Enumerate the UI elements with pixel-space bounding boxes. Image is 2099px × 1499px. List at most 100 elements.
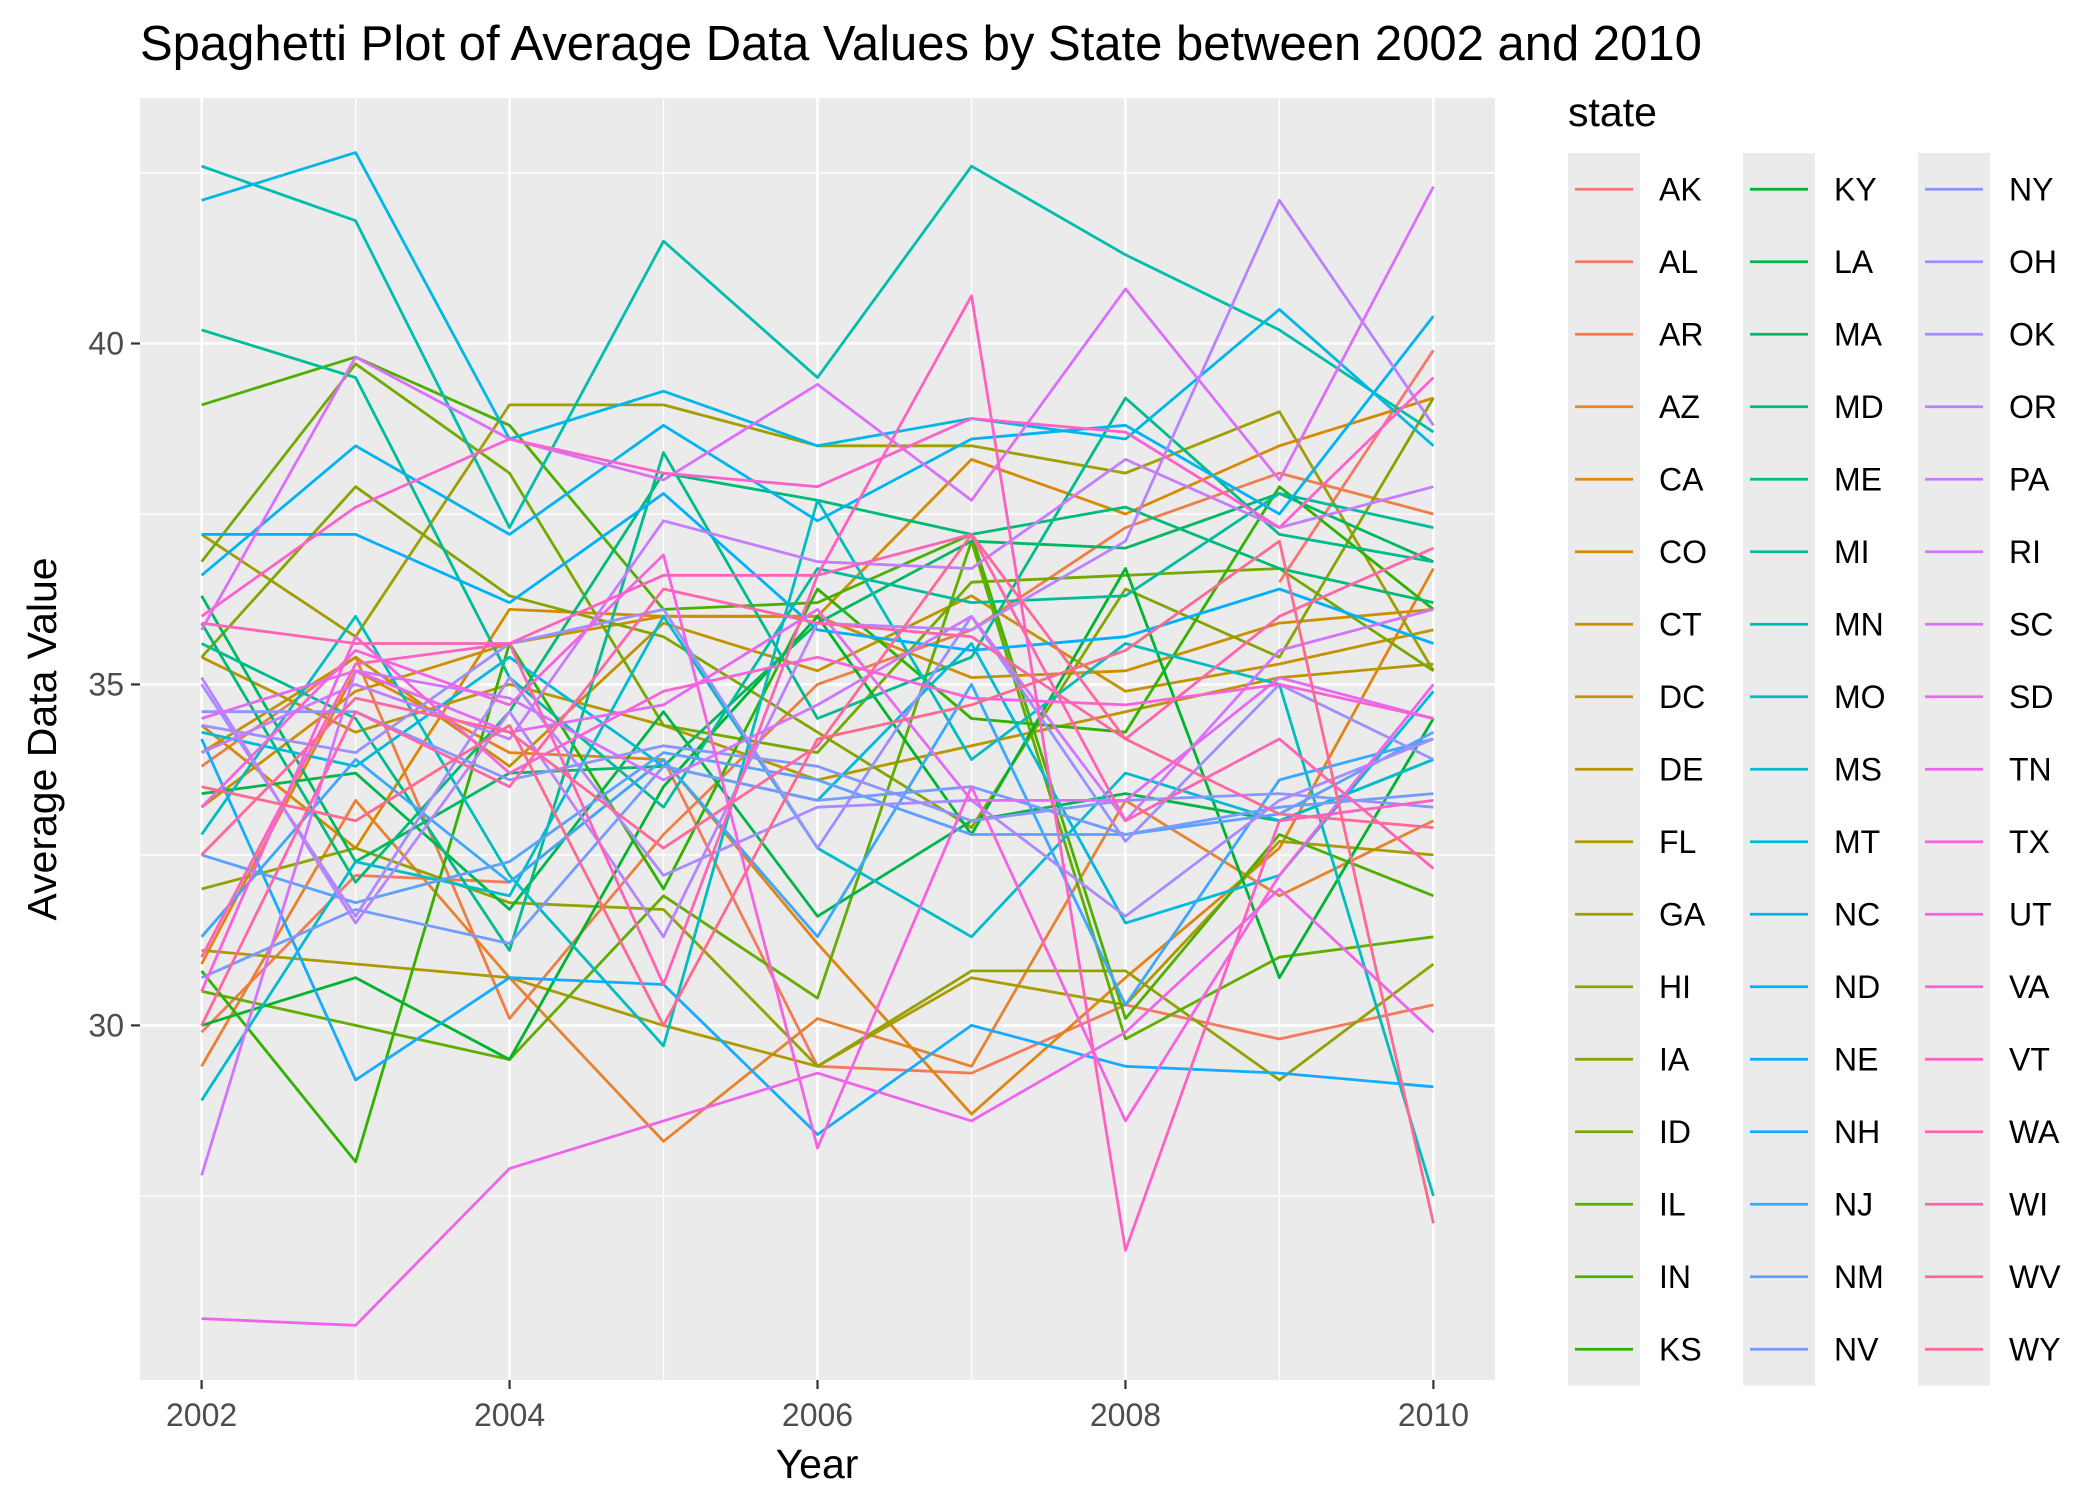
legend-label-nj: NJ [1834, 1186, 1873, 1222]
legend-label-wi: WI [2009, 1186, 2048, 1222]
legend-label-ky: KY [1834, 171, 1877, 207]
grid-major [140, 98, 1495, 1380]
legend-label-ca: CA [1659, 461, 1704, 497]
series-line-nc [201, 151, 1435, 448]
legend-label-hi: HI [1659, 969, 1691, 1005]
legend-label-az: AZ [1659, 389, 1700, 425]
x-tick-label: 2010 [1398, 1397, 1469, 1433]
legend-label-nd: ND [1834, 969, 1880, 1005]
legend-label-nm: NM [1834, 1259, 1884, 1295]
legend-label-ar: AR [1659, 316, 1703, 352]
series-line-nd [200, 315, 1435, 577]
legend-label-tx: TX [2009, 824, 2050, 860]
legend-label-co: CO [1659, 534, 1707, 570]
y-axis-title: Average Data Value [19, 557, 65, 920]
x-tick-label: 2002 [166, 1397, 237, 1433]
series-line-pa [201, 458, 1434, 754]
series-line-oh [201, 608, 1435, 850]
series-line-wa [201, 533, 1435, 986]
series-line-il [201, 539, 1434, 1061]
legend-label-sc: SC [2009, 606, 2053, 642]
series-line-ri [200, 608, 1434, 1176]
legend-label-fl: FL [1659, 824, 1696, 860]
series-line-wy [201, 539, 1435, 1224]
series-line-in [201, 355, 1434, 1020]
legend-label-al: AL [1659, 244, 1698, 280]
series-line-wi [200, 546, 1434, 1027]
legend-label-dc: DC [1659, 679, 1705, 715]
legend-label-ut: UT [2009, 896, 2052, 932]
legend-label-ma: MA [1834, 316, 1883, 352]
series-line-va [200, 376, 1435, 618]
x-tick-label: 2008 [1090, 1397, 1161, 1433]
chart-title: Spaghetti Plot of Average Data Values by… [140, 17, 1702, 71]
legend-label-ne: NE [1834, 1041, 1878, 1077]
series-line-ok [200, 676, 1434, 918]
legend-label-nh: NH [1834, 1114, 1880, 1150]
series-line-nv [201, 764, 1434, 979]
series-line-tn [201, 887, 1435, 1327]
legend-label-tn: TN [2009, 751, 2052, 787]
x-axis: 2002 2004 2006 2008 2010 [166, 1380, 1469, 1433]
series-line-ar [200, 471, 1434, 1020]
series-line-la [201, 710, 1434, 918]
legend-label-id: ID [1659, 1114, 1691, 1150]
series-line-mn [201, 164, 1435, 529]
legend-label-mn: MN [1834, 606, 1884, 642]
series-line-ne [201, 492, 1434, 652]
legend-label-ia: IA [1659, 1041, 1690, 1077]
y-axis: 30 35 40 [88, 325, 140, 1043]
y-tick-label: 35 [88, 666, 124, 702]
series-line-hi [201, 846, 1435, 1082]
x-axis-title: Year [776, 1441, 859, 1487]
series-line-dc [200, 594, 1434, 768]
series-line-me [200, 396, 1434, 952]
legend-label-mo: MO [1834, 679, 1886, 715]
legend-label-ak: AK [1659, 171, 1702, 207]
series-line-ut [200, 635, 1434, 992]
series-line-sc [200, 185, 1435, 631]
y-tick-label: 40 [88, 325, 124, 361]
legend-label-ri: RI [2009, 534, 2041, 570]
legend-label-in: IN [1659, 1259, 1691, 1295]
legend-label-de: DE [1659, 751, 1703, 787]
series-line-ks [200, 485, 1435, 1164]
legend-label-vt: VT [2009, 1041, 2050, 1077]
legend-label-nc: NC [1834, 896, 1880, 932]
legend-label-sd: SD [2009, 679, 2053, 715]
series-line-ny [201, 710, 1434, 823]
legend: AK AL AR AZ CA CO CT DC DE FL GA HI IA ID IL IN KS KY LA MA… [1568, 153, 2061, 1386]
series-line-ia [200, 397, 1435, 829]
x-tick-label: 2006 [782, 1397, 853, 1433]
legend-label-va: VA [2009, 969, 2050, 1005]
legend-label-il: IL [1659, 1186, 1686, 1222]
legend-label-la: LA [1834, 244, 1874, 280]
x-tick-label: 2004 [474, 1397, 545, 1433]
series-line-tx [200, 553, 1435, 1150]
y-tick-label: 30 [88, 1007, 124, 1043]
legend-label-or: OR [2009, 389, 2057, 425]
legend-label-ct: CT [1659, 606, 1702, 642]
legend-label-mt: MT [1834, 824, 1880, 860]
series-line-nh [200, 738, 1434, 1136]
legend-label-pa: PA [2009, 461, 2050, 497]
legend-label-ms: MS [1834, 751, 1882, 787]
series-line-wv [200, 533, 1434, 856]
legend-label-ga: GA [1659, 896, 1706, 932]
series-lines [200, 151, 1435, 1327]
legend-label-wa: WA [2009, 1114, 2060, 1150]
legend-label-mi: MI [1834, 534, 1870, 570]
legend-label-me: ME [1834, 461, 1882, 497]
legend-title: state [1568, 89, 1657, 135]
legend-label-oh: OH [2009, 244, 2057, 280]
series-line-sd [201, 608, 1434, 802]
series-line-ky [201, 567, 1435, 1061]
series-line-nj [200, 683, 1434, 1007]
series-line-mi [201, 328, 1434, 809]
legend-label-wv: WV [2009, 1259, 2061, 1295]
legend-label-ok: OK [2009, 316, 2055, 352]
series-line-az [200, 799, 1435, 1143]
series-line-nm [201, 730, 1435, 905]
legend-label-wy: WY [2009, 1331, 2061, 1367]
